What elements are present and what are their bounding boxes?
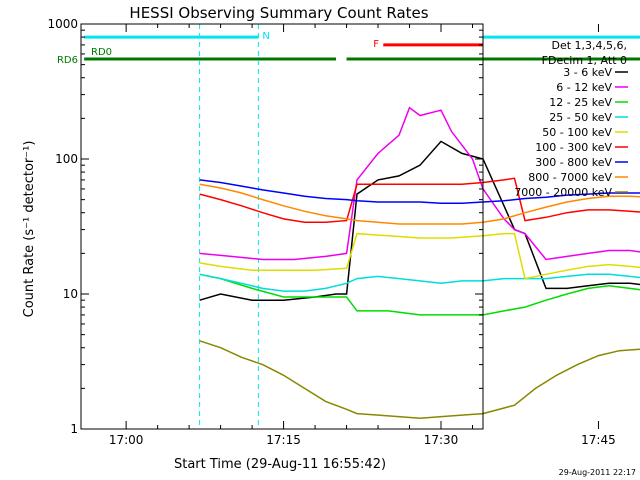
series-line-8 xyxy=(199,340,640,420)
legend-label-5: 100 - 300 keV xyxy=(535,141,612,154)
y-tick-label-1: 10 xyxy=(63,287,78,301)
chart-title: HESSI Observing Summary Count Rates xyxy=(129,4,428,22)
legend-label-7: 800 - 7000 keV xyxy=(528,171,612,184)
state-label-F: F xyxy=(373,39,379,50)
legend-label-0: 3 - 6 keV xyxy=(563,66,612,79)
y-ticks: 1 10 100 1000 xyxy=(47,17,483,436)
legend-header-1: FDecim 1, Att 0 xyxy=(542,54,627,67)
y-tick-label-3: 1000 xyxy=(47,17,78,31)
x-tick-label-0: 17:00 xyxy=(109,433,144,447)
series-line-1 xyxy=(199,106,640,261)
series-lines xyxy=(199,106,640,420)
state-label-RD6: RD6 xyxy=(57,55,78,66)
footer-timestamp: 29-Aug-2011 22:17 xyxy=(559,468,636,477)
state-label-N: N xyxy=(262,31,269,42)
legend-header-0: Det 1,3,4,5,6, xyxy=(551,39,627,52)
x-tick-label-2: 17:30 xyxy=(424,433,459,447)
legend-label-3: 25 - 50 keV xyxy=(549,111,612,124)
legend-label-8: 7000 - 20000 keV xyxy=(514,186,612,199)
series-line-7 xyxy=(199,183,640,225)
legend-label-2: 12 - 25 keV xyxy=(549,96,612,109)
legend: Det 1,3,4,5,6, FDecim 1, Att 03 - 6 keV 6 … xyxy=(514,39,628,199)
legend-label-1: 6 - 12 keV xyxy=(556,81,612,94)
x-tick-label-3: 17:45 xyxy=(581,433,616,447)
y-axis-label: Count Rate (s⁻¹ detector⁻¹) xyxy=(22,141,37,318)
y-tick-label-2: 100 xyxy=(55,152,78,166)
state-label-RD0: RD0 xyxy=(91,47,112,58)
x-tick-label-1: 17:15 xyxy=(266,433,301,447)
legend-label-4: 50 - 100 keV xyxy=(542,126,612,139)
y-tick-label-0: 1 xyxy=(70,422,78,436)
x-axis-label: Start Time (29-Aug-11 16:55:42) xyxy=(174,457,386,472)
y-axis-label-text: Count Rate (s⁻¹ detector⁻¹) xyxy=(22,141,37,318)
plot-frame xyxy=(80,23,484,430)
series-line-5 xyxy=(199,177,640,224)
series-line-6 xyxy=(199,179,640,205)
state-bars: N F RD6 RD0 xyxy=(57,31,640,66)
series-line-4 xyxy=(199,232,640,280)
vertical-markers xyxy=(199,24,259,429)
series-line-3 xyxy=(199,273,640,292)
legend-label-6: 300 - 800 keV xyxy=(535,156,612,169)
